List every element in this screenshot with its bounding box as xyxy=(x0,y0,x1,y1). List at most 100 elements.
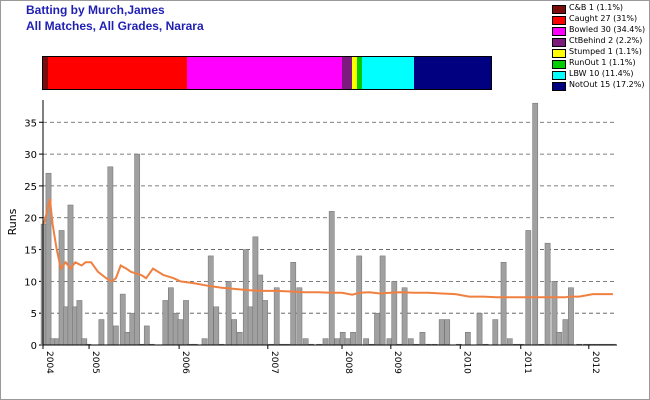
runs-bar xyxy=(391,281,398,346)
runs-bar xyxy=(401,287,408,346)
runs-bar xyxy=(374,312,380,346)
y-tick-label: 10 xyxy=(24,277,37,288)
runs-bar xyxy=(67,204,74,346)
legend-label: Stumped 1 (1.1%) xyxy=(569,47,642,56)
dismissal-segment-cb xyxy=(43,57,49,89)
runs-bar xyxy=(129,312,136,346)
runs-bar xyxy=(356,255,363,346)
x-tick-label: 2012 xyxy=(590,351,600,374)
legend-swatch xyxy=(552,5,566,14)
y-tick-label: 15 xyxy=(24,246,37,257)
y-axis-label: Runs xyxy=(6,208,19,235)
runs-bar xyxy=(562,319,569,346)
y-tick-label: 5 xyxy=(31,309,37,320)
dismissal-segment-stumped xyxy=(351,57,358,89)
legend-swatch xyxy=(552,82,566,91)
runs-bar xyxy=(273,287,280,346)
runs-bar xyxy=(236,332,243,346)
runs-bar xyxy=(58,230,65,346)
runs-bar xyxy=(113,325,119,346)
x-tick-label: 2004 xyxy=(44,351,54,374)
runs-bar xyxy=(379,255,386,346)
runs-bar xyxy=(322,338,329,346)
legend-swatch xyxy=(552,60,566,69)
legend-swatch xyxy=(552,49,566,58)
runs-bar xyxy=(525,230,532,346)
runs-bar xyxy=(172,312,179,346)
runs-bar xyxy=(49,338,56,346)
runs-bar xyxy=(76,300,83,346)
runs-bar xyxy=(328,211,335,346)
legend-swatch xyxy=(552,38,566,47)
legend-label: CtBehind 2 (2.2%) xyxy=(569,36,643,45)
legend-label: NotOut 15 (17.2%) xyxy=(569,80,645,89)
runs-bar xyxy=(386,338,393,346)
runs-bar xyxy=(107,166,114,346)
runs-bar xyxy=(551,281,558,346)
runs-bar xyxy=(334,338,341,346)
x-tick-label: 2009 xyxy=(392,351,402,374)
dismissal-segment-ctbehind xyxy=(341,57,352,89)
y-tick-label: 30 xyxy=(24,150,37,161)
runs-bar xyxy=(98,319,105,346)
legend-label: RunOut 1 (1.1%) xyxy=(569,58,636,67)
legend-swatch xyxy=(552,71,566,80)
y-tick-label: 0 xyxy=(31,341,37,352)
chart-subtitle: All Matches, All Grades, Narara xyxy=(26,19,204,33)
y-tick-label: 25 xyxy=(24,182,37,193)
runs-bar xyxy=(177,319,184,346)
chart-title: Batting by Murch,James xyxy=(26,3,165,17)
legend-label: Caught 27 (31%) xyxy=(569,14,638,23)
runs-bar xyxy=(207,255,214,346)
runs-bar xyxy=(242,249,249,346)
x-tick-label: 2011 xyxy=(522,351,532,374)
runs-bar xyxy=(407,338,414,346)
x-tick-label: 2010 xyxy=(461,351,471,374)
runs-bar xyxy=(162,300,169,346)
runs-bar xyxy=(201,338,208,346)
runs-bar xyxy=(119,293,126,346)
runs-bar xyxy=(419,332,426,346)
runs-bar xyxy=(344,338,351,346)
dismissal-segment-runout xyxy=(357,57,363,89)
runs-bar xyxy=(464,332,471,346)
runs-bar xyxy=(544,242,551,346)
runs-bar xyxy=(296,287,303,346)
runs-bar xyxy=(40,223,47,346)
runs-bar xyxy=(262,300,268,346)
runs-bar xyxy=(339,332,346,346)
runs-bar xyxy=(476,312,483,346)
average-line xyxy=(42,198,613,299)
legend-label: C&B 1 (1.1%) xyxy=(569,3,624,12)
runs-bar xyxy=(290,262,297,346)
runs-bar xyxy=(500,262,507,346)
runs-bar xyxy=(363,338,369,346)
runs-bar xyxy=(231,319,237,346)
runs-bar xyxy=(143,325,150,346)
legend-swatch xyxy=(552,16,566,25)
runs-bar xyxy=(124,332,131,346)
dismissal-breakdown-bar xyxy=(42,56,492,90)
legend-label: Bowled 30 (34.4%) xyxy=(569,25,646,34)
runs-bar xyxy=(302,338,309,346)
runs-bar xyxy=(134,153,141,346)
runs-bar xyxy=(556,332,563,346)
dismissal-segment-bowled xyxy=(187,57,342,89)
runs-bar xyxy=(350,332,356,346)
runs-bar xyxy=(247,306,254,346)
dismissal-segment-lbw xyxy=(362,57,414,89)
runs-bar xyxy=(183,300,189,346)
runs-bar xyxy=(213,306,220,346)
x-tick-label: 2005 xyxy=(90,351,100,374)
runs-bar xyxy=(444,319,451,346)
x-tick-label: 2008 xyxy=(343,351,353,374)
runs-bar xyxy=(492,319,499,346)
y-tick-label: 35 xyxy=(24,118,37,129)
legend-label: LBW 10 (11.4%) xyxy=(569,69,634,78)
x-tick-label: 2006 xyxy=(180,351,190,374)
dismissal-segment-notout xyxy=(413,57,491,89)
runs-bar xyxy=(225,281,232,346)
runs-bar xyxy=(506,338,513,346)
legend-swatch xyxy=(552,27,566,36)
